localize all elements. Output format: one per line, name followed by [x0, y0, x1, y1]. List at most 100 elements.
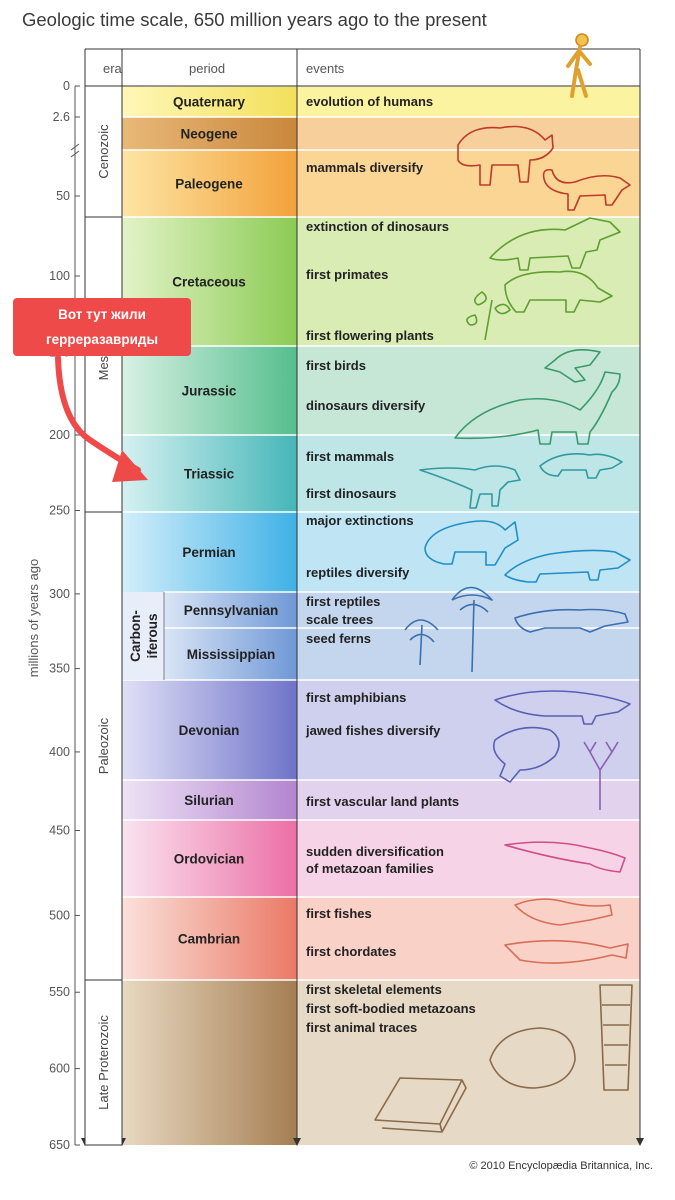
- nautiloid-icon: [504, 841, 626, 873]
- carnivore-mammal-icon: [542, 168, 631, 211]
- event-label: of metazoan families: [306, 861, 434, 876]
- period-label: Cambrian: [178, 932, 240, 947]
- copyright-credit: © 2010 Encyclopædia Britannica, Inc.: [469, 1160, 653, 1172]
- header-period: period: [189, 61, 225, 76]
- primate-icon: [504, 270, 613, 313]
- era-label: Meso: [96, 349, 111, 381]
- y-tick-label: 550: [49, 985, 70, 999]
- period-label: Silurian: [184, 793, 234, 808]
- y-axis: millions of years ago 02.650100150200250…: [26, 79, 80, 1152]
- era-label: Cenozoic: [96, 124, 111, 179]
- period-cells: Quaternary Neogene Paleogene Cretaceous Jura…: [122, 85, 640, 1145]
- carboniferous-label-2: iferous: [145, 613, 160, 658]
- header-events: events: [306, 61, 345, 76]
- period-label: Cretaceous: [172, 275, 246, 290]
- y-tick-label: 100: [49, 269, 70, 283]
- header-era: era: [103, 61, 123, 76]
- y-tick-label: 0: [63, 79, 70, 93]
- event-row-bg: [297, 150, 640, 217]
- event-label: first reptiles: [306, 594, 380, 609]
- event-label: reptiles diversify: [306, 565, 410, 580]
- triceratops-icon: [489, 217, 621, 271]
- amniote-reptile-icon: [514, 608, 629, 633]
- event-row-bg: [297, 820, 640, 897]
- annotation-arrowhead: [112, 450, 148, 482]
- era-box: [84, 216, 123, 513]
- period-cell: [164, 592, 297, 628]
- period-label: Permian: [182, 545, 235, 560]
- rhino-mammal-icon: [457, 125, 554, 186]
- y-tick-label: 400: [49, 745, 70, 759]
- event-label: scale trees: [306, 612, 373, 627]
- period-cell: [122, 680, 297, 780]
- period-cell: [122, 820, 297, 897]
- period-label: Neogene: [180, 127, 238, 142]
- y-tick-label: 350: [49, 662, 70, 676]
- period-cell: [122, 150, 297, 217]
- sauropod-icon: [454, 371, 621, 445]
- period-cell: [122, 117, 297, 150]
- event-label: seed ferns: [306, 631, 371, 646]
- event-label: evolution of humans: [306, 94, 433, 109]
- era-box: [84, 85, 123, 218]
- y-tick-label: 500: [49, 908, 70, 922]
- event-label: first chordates: [306, 944, 396, 959]
- illustrations: [374, 33, 633, 1133]
- soft-bodied-fossil-icon: [489, 1027, 576, 1089]
- annotation-note: Вот тут жили герреразавриды: [13, 298, 191, 356]
- y-tick-label: 300: [49, 587, 70, 601]
- period-label: Jurassic: [182, 384, 237, 399]
- flowering-plant-icon: [466, 291, 511, 341]
- event-label: extinction of dinosaurs: [306, 219, 449, 234]
- period-cell: [164, 628, 297, 680]
- era-box: [84, 979, 123, 1146]
- armored-reptile-icon: [504, 549, 631, 583]
- event-label: jawed fishes diversify: [305, 723, 441, 738]
- y-tick-label: 250: [49, 503, 70, 517]
- table-header: era period events: [85, 48, 640, 87]
- y-tick-label: 2.6: [53, 110, 70, 124]
- annotation-line-1: Вот тут жили: [58, 307, 146, 322]
- event-label: first amphibians: [306, 690, 406, 705]
- era-box: [84, 511, 123, 981]
- human-icon: [566, 33, 592, 98]
- period-cell: [122, 780, 297, 820]
- carboniferous-label-1: Carbon-: [128, 610, 143, 662]
- scale-tree-icon: [404, 586, 493, 673]
- early-mammal-icon: [539, 453, 623, 479]
- event-label: dinosaurs diversify: [306, 398, 426, 413]
- fossil-shell-icon: [599, 984, 633, 1091]
- period-label: Triassic: [184, 467, 235, 482]
- y-axis-label: millions of years ago: [26, 559, 41, 678]
- event-label: first animal traces: [306, 1020, 417, 1035]
- trace-fossil-slab-icon: [374, 1077, 467, 1133]
- chart-title: Geologic time scale, 650 million years a…: [22, 9, 487, 30]
- event-label: first dinosaurs: [306, 486, 396, 501]
- event-row-bg: [297, 435, 640, 512]
- event-row-bg: [297, 680, 640, 780]
- period-cell: [122, 86, 297, 117]
- chordate-icon: [504, 939, 629, 964]
- y-tick-label: 50: [56, 189, 70, 203]
- period-cell: [122, 980, 297, 1145]
- event-label: first skeletal elements: [306, 982, 442, 997]
- period-cell: [122, 346, 297, 435]
- dinosaur-icon: [419, 465, 521, 509]
- early-fish-icon: [514, 898, 613, 926]
- event-label: mammals diversify: [306, 160, 424, 175]
- event-row-bg: [297, 346, 640, 435]
- event-label: first vascular land plants: [306, 794, 459, 809]
- period-label: Devonian: [179, 723, 240, 738]
- event-label: major extinctions: [306, 513, 414, 528]
- y-tick-label: 600: [49, 1062, 70, 1076]
- event-label: sudden diversification: [306, 844, 444, 859]
- event-label: first primates: [306, 267, 388, 282]
- period-cell: [122, 512, 297, 592]
- event-label: first birds: [306, 358, 366, 373]
- event-label: first mammals: [306, 449, 394, 464]
- event-row-bg: [297, 780, 640, 820]
- y-tick-label: 450: [49, 824, 70, 838]
- permian-reptile-icon: [424, 520, 519, 566]
- period-label: Mississippian: [187, 647, 276, 662]
